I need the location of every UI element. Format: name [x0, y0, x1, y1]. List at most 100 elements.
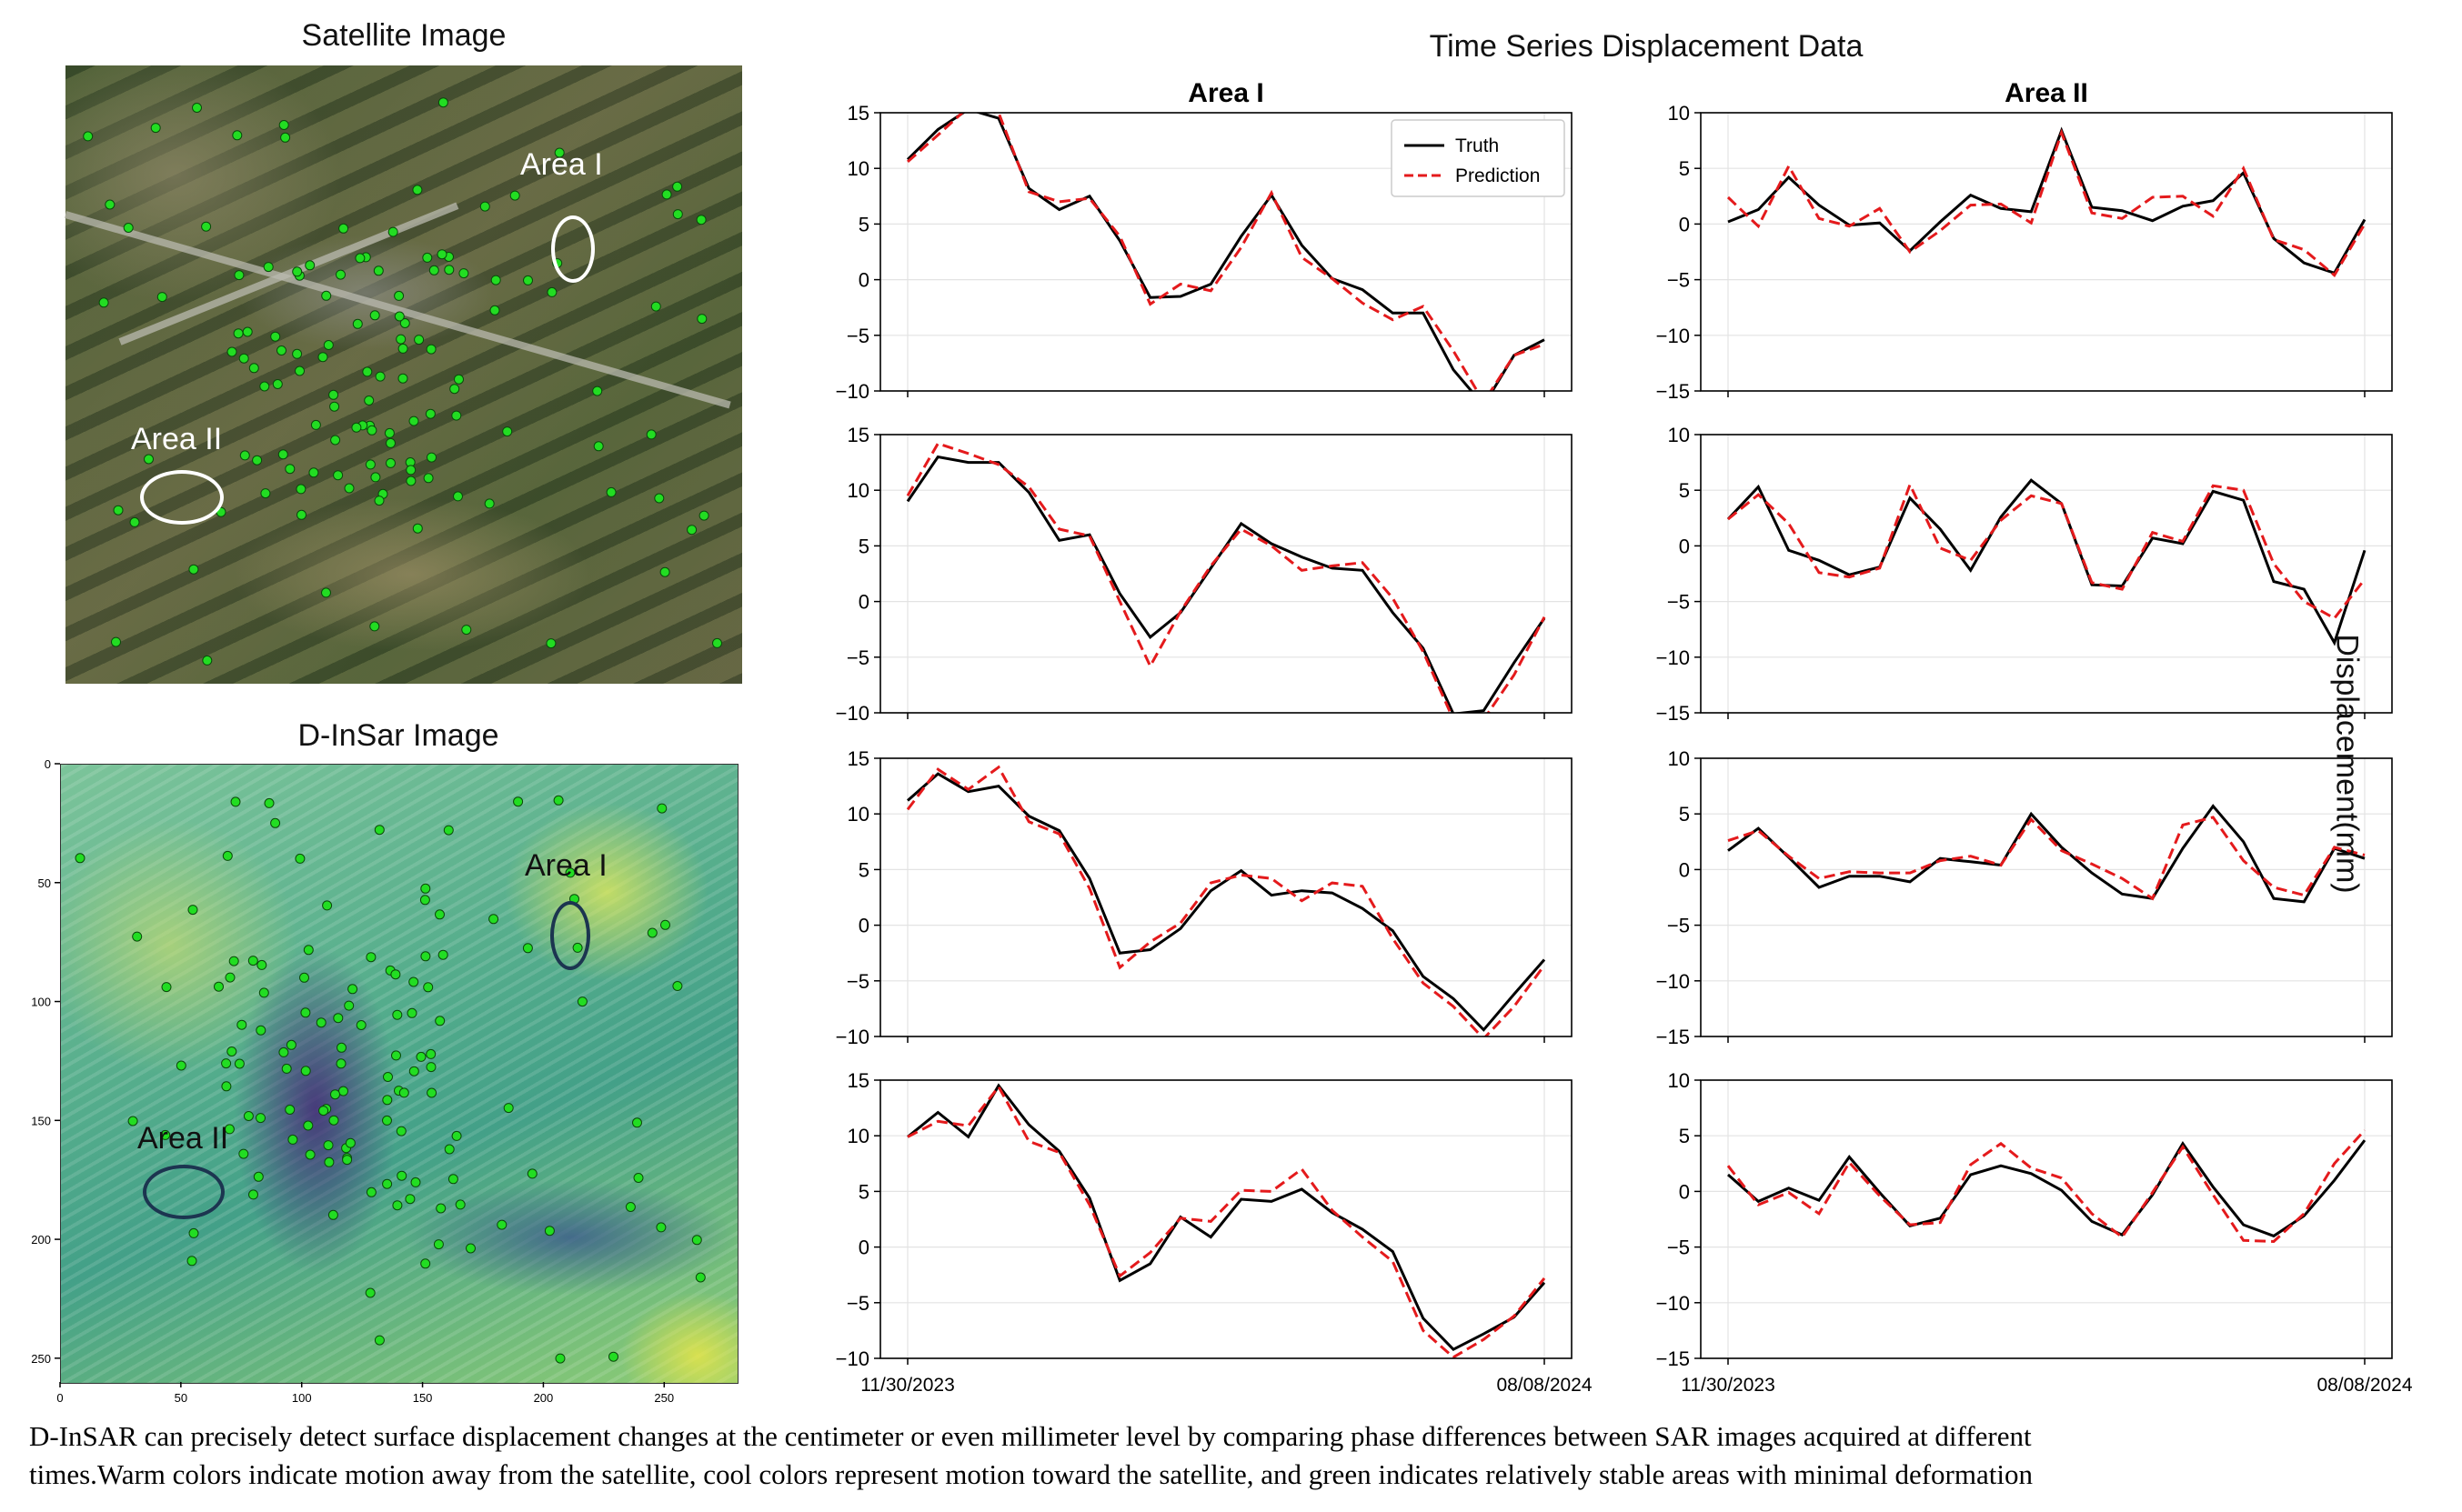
- map-point: [150, 123, 161, 134]
- map-point: [527, 1168, 538, 1179]
- prediction-series-line: [906, 765, 1546, 1036]
- map-point: [344, 483, 355, 494]
- map-point: [337, 1042, 347, 1053]
- map-point: [333, 1013, 344, 1024]
- plot-frame: [1700, 434, 2393, 714]
- map-point: [428, 265, 439, 275]
- map-point: [392, 1009, 403, 1020]
- y-tick-label: 15: [848, 747, 869, 770]
- map-point: [373, 265, 384, 276]
- map-point: [248, 363, 259, 374]
- legend-prediction-label: Prediction: [1455, 165, 1540, 186]
- map-point: [316, 1017, 327, 1028]
- map-point: [323, 1140, 334, 1151]
- y-tick-label: 0: [859, 915, 869, 937]
- plot-frame: [879, 434, 1573, 714]
- map-point: [375, 371, 386, 382]
- x-tick-label: 11/30/2023: [1681, 1375, 1775, 1396]
- map-point: [420, 951, 431, 962]
- map-point: [192, 103, 202, 113]
- map-point: [461, 625, 472, 636]
- map-point: [285, 1105, 296, 1115]
- map-point: [351, 422, 362, 433]
- map-point: [392, 1200, 403, 1211]
- map-point: [132, 931, 143, 942]
- prediction-series-line: [907, 1084, 1546, 1358]
- map-point: [408, 976, 419, 987]
- map-point: [449, 384, 460, 395]
- map-point: [425, 408, 436, 419]
- map-point: [382, 1178, 393, 1189]
- y-tick-label: 15: [848, 1069, 869, 1092]
- y-tick-label: 5: [859, 213, 869, 235]
- map-point: [318, 1106, 329, 1116]
- y-tick-label: 10: [848, 1125, 869, 1147]
- map-point: [296, 509, 306, 520]
- map-point: [323, 340, 334, 350]
- map-point: [553, 795, 564, 806]
- map-point: [111, 636, 121, 647]
- map-point: [490, 275, 501, 285]
- map-point: [661, 189, 672, 200]
- map-point: [214, 981, 224, 992]
- y-tick-label: −5: [1667, 591, 1690, 614]
- insar-image: Area I Area II: [60, 764, 739, 1384]
- plot-frame: [879, 112, 1573, 392]
- map-point: [156, 292, 167, 303]
- truth-series-line: [1726, 478, 2367, 646]
- plot-frame: [1700, 1079, 2393, 1359]
- truth-series-line: [1727, 804, 2366, 904]
- map-point: [382, 1115, 392, 1126]
- map-point: [276, 345, 286, 355]
- prediction-series-line: [906, 441, 1546, 713]
- y-tick-label: 5: [859, 858, 869, 881]
- map-point: [592, 386, 603, 396]
- line-chart: −10 −5 0 5 10 15: [836, 424, 1573, 725]
- map-point: [263, 262, 274, 273]
- map-point: [303, 945, 314, 956]
- map-point: [672, 181, 683, 192]
- map-point: [188, 1227, 199, 1238]
- map-point: [423, 982, 434, 993]
- map-point: [328, 1115, 339, 1126]
- map-point: [176, 1060, 186, 1071]
- map-point: [408, 1066, 419, 1076]
- map-point: [221, 1081, 232, 1092]
- map-point: [342, 1155, 353, 1166]
- y-tick-label: −5: [847, 1292, 869, 1315]
- legend-box: [1391, 119, 1565, 197]
- map-point: [544, 1226, 555, 1237]
- map-point: [397, 343, 408, 354]
- y-tick-label: 0: [859, 269, 869, 292]
- map-point: [399, 318, 410, 328]
- y-tick-label: 0: [1679, 213, 1690, 235]
- column-title: Area II: [2005, 78, 2088, 108]
- y-tick-label: 15: [848, 424, 869, 446]
- map-point: [458, 268, 469, 279]
- map-point: [672, 981, 683, 991]
- truth-series-line: [907, 772, 1546, 1032]
- map-point: [321, 290, 332, 301]
- map-point: [426, 344, 437, 355]
- insar-ytick-label: 200: [31, 1233, 51, 1247]
- map-point: [188, 564, 199, 575]
- y-tick-label: 0: [1679, 535, 1690, 557]
- map-point: [698, 510, 709, 521]
- map-point: [625, 1202, 636, 1212]
- map-point: [239, 450, 250, 461]
- map-point: [455, 1199, 466, 1210]
- map-point: [98, 297, 109, 308]
- y-tick-label: −5: [847, 970, 869, 993]
- insar-image-title: D-InSar Image: [297, 718, 499, 753]
- y-tick-label: 0: [859, 1237, 869, 1259]
- map-point: [370, 472, 381, 483]
- map-point: [365, 459, 376, 470]
- map-point: [687, 525, 698, 536]
- map-point: [374, 825, 385, 836]
- map-point: [488, 914, 499, 925]
- map-point: [186, 1256, 197, 1267]
- map-point: [161, 982, 172, 993]
- map-point: [330, 1089, 340, 1100]
- map-point: [272, 379, 283, 389]
- map-point: [292, 348, 303, 359]
